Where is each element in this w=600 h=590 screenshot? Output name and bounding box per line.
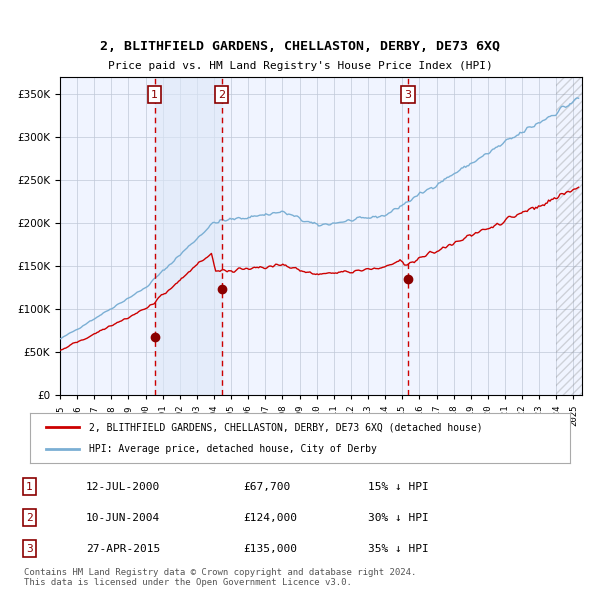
Text: 10-JUN-2004: 10-JUN-2004: [86, 513, 160, 523]
Text: 2: 2: [218, 90, 225, 100]
Text: £67,700: £67,700: [244, 482, 291, 491]
Text: 15% ↓ HPI: 15% ↓ HPI: [368, 482, 428, 491]
Text: 2, BLITHFIELD GARDENS, CHELLASTON, DERBY, DE73 6XQ (detached house): 2, BLITHFIELD GARDENS, CHELLASTON, DERBY…: [89, 422, 483, 432]
Text: Price paid vs. HM Land Registry's House Price Index (HPI): Price paid vs. HM Land Registry's House …: [107, 61, 493, 71]
Text: HPI: Average price, detached house, City of Derby: HPI: Average price, detached house, City…: [89, 444, 377, 454]
Text: 2, BLITHFIELD GARDENS, CHELLASTON, DERBY, DE73 6XQ: 2, BLITHFIELD GARDENS, CHELLASTON, DERBY…: [100, 40, 500, 53]
Text: 12-JUL-2000: 12-JUL-2000: [86, 482, 160, 491]
Text: 3: 3: [26, 544, 32, 553]
Text: 1: 1: [151, 90, 158, 100]
Text: 3: 3: [404, 90, 411, 100]
Text: 35% ↓ HPI: 35% ↓ HPI: [368, 544, 428, 553]
Text: £124,000: £124,000: [244, 513, 298, 523]
Text: 1: 1: [26, 482, 32, 491]
Text: £135,000: £135,000: [244, 544, 298, 553]
Text: Contains HM Land Registry data © Crown copyright and database right 2024.
This d: Contains HM Land Registry data © Crown c…: [24, 568, 416, 587]
Text: 2: 2: [26, 513, 32, 523]
Bar: [155, 77, 221, 395]
Text: 27-APR-2015: 27-APR-2015: [86, 544, 160, 553]
Text: 30% ↓ HPI: 30% ↓ HPI: [368, 513, 428, 523]
